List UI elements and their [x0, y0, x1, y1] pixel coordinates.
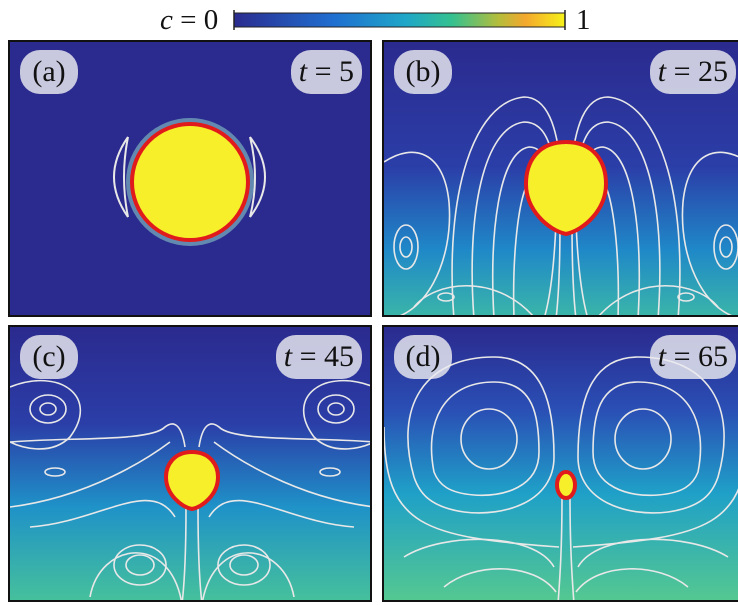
panel-b-droplet	[523, 139, 609, 237]
panel-c-droplet	[163, 449, 221, 512]
panel-d-streamlines	[384, 356, 738, 600]
panel-b: (b) t = 25	[382, 40, 738, 317]
panel-a-label: (a)	[20, 50, 78, 94]
colorbar-gradient	[233, 10, 566, 30]
panel-d-time: t = 65	[649, 335, 736, 379]
panel-c-streamlines	[10, 379, 370, 600]
panel-d-label: (d)	[394, 335, 452, 379]
panel-a: (a) t = 5	[8, 40, 372, 317]
colorbar-low-label: c = 0	[160, 4, 219, 36]
panel-d-droplet	[555, 470, 577, 500]
panel-c-time: t = 45	[275, 335, 362, 379]
panel-c: (c) t = 45	[8, 325, 372, 602]
panel-b-time: t = 25	[649, 50, 736, 94]
panel-b-label: (b)	[394, 50, 452, 94]
colorbar: c = 0 1	[0, 0, 738, 36]
colorbar-high-label: 1	[576, 4, 591, 36]
panel-a-droplet	[130, 122, 250, 242]
panel-a-streamlines	[113, 136, 266, 218]
panel-c-label: (c)	[20, 335, 78, 379]
panel-d: (d) t = 65	[382, 325, 738, 602]
panel-a-time: t = 5	[290, 50, 362, 94]
